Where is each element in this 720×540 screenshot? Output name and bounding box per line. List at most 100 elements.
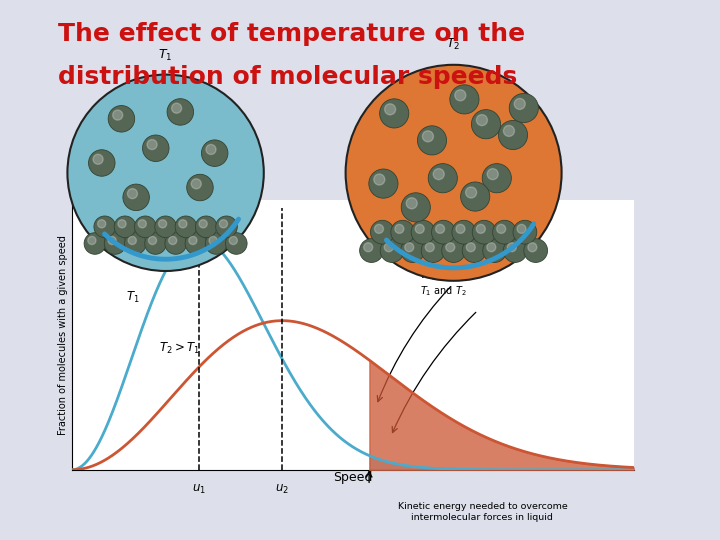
Circle shape [84,233,106,254]
Circle shape [442,239,466,262]
Circle shape [418,126,446,155]
Circle shape [455,90,466,101]
Circle shape [401,193,431,222]
Circle shape [108,105,135,132]
Circle shape [487,168,498,180]
Text: Kinetic energy needed to overcome
intermolecular forces in liquid: Kinetic energy needed to overcome interm… [397,502,567,522]
Text: $T_1$: $T_1$ [126,290,140,305]
Circle shape [346,65,562,281]
Circle shape [423,131,433,142]
Circle shape [145,233,166,254]
Circle shape [123,184,150,211]
Circle shape [524,239,548,262]
Circle shape [467,242,475,252]
Circle shape [155,216,176,238]
Circle shape [88,237,96,245]
Circle shape [508,242,516,252]
Circle shape [503,239,527,262]
Circle shape [461,182,490,211]
Circle shape [364,242,373,252]
Circle shape [379,99,409,128]
Circle shape [436,224,445,233]
Circle shape [108,237,116,245]
Circle shape [433,168,444,180]
Circle shape [517,224,526,233]
Circle shape [428,164,457,193]
Circle shape [492,220,516,244]
Circle shape [148,237,156,245]
Circle shape [391,220,415,244]
Circle shape [395,224,404,233]
Circle shape [426,242,434,252]
Text: distribution of molecular speeds: distribution of molecular speeds [58,65,517,89]
Circle shape [415,224,424,233]
Circle shape [380,239,404,262]
Circle shape [179,220,187,228]
Circle shape [185,233,207,254]
Circle shape [143,135,169,161]
Circle shape [168,237,177,245]
Circle shape [374,224,384,233]
Circle shape [431,220,455,244]
Circle shape [411,220,435,244]
Circle shape [497,224,505,233]
Circle shape [199,220,207,228]
Circle shape [202,140,228,166]
Circle shape [528,242,537,252]
Circle shape [446,242,455,252]
Circle shape [94,216,115,238]
Text: $T_1$: $T_1$ [158,48,173,63]
Circle shape [128,237,136,245]
Circle shape [456,224,465,233]
Circle shape [229,237,238,245]
Text: Molecules moving
fast enough to
vaporize at
$T_1$ and $T_2$: Molecules moving fast enough to vaporize… [420,244,508,298]
Circle shape [175,216,197,238]
Circle shape [89,150,115,176]
Circle shape [220,220,228,228]
Circle shape [384,104,396,115]
X-axis label: Speed: Speed [333,471,372,484]
Circle shape [68,75,264,271]
Circle shape [466,187,477,198]
Circle shape [147,139,157,150]
Circle shape [472,220,496,244]
Circle shape [472,110,500,139]
Circle shape [195,216,217,238]
Circle shape [406,198,418,209]
Circle shape [374,174,385,185]
Y-axis label: Fraction of molecules with a given speed: Fraction of molecules with a given speed [58,235,68,435]
Circle shape [513,220,537,244]
Circle shape [462,239,486,262]
Circle shape [186,174,213,201]
Circle shape [118,220,126,228]
Circle shape [114,216,136,238]
Circle shape [483,239,507,262]
Circle shape [482,164,511,193]
Circle shape [205,233,227,254]
Circle shape [158,220,167,228]
Circle shape [503,125,515,137]
Circle shape [384,242,393,252]
Circle shape [138,220,146,228]
Circle shape [360,239,384,262]
Text: $T_2$: $T_2$ [446,37,461,52]
Circle shape [369,169,398,198]
Circle shape [98,220,106,228]
Circle shape [189,237,197,245]
Circle shape [514,98,526,110]
Circle shape [112,110,122,120]
Text: $u_1$: $u_1$ [192,483,206,496]
Circle shape [509,93,539,123]
Text: $u_2$: $u_2$ [275,483,289,496]
Circle shape [477,114,487,126]
Circle shape [171,103,181,113]
Circle shape [371,220,395,244]
Circle shape [405,242,414,252]
Circle shape [93,154,103,164]
Circle shape [487,242,496,252]
Circle shape [216,216,238,238]
Circle shape [206,144,216,154]
Circle shape [192,179,202,189]
Circle shape [225,233,247,254]
Circle shape [127,188,138,199]
